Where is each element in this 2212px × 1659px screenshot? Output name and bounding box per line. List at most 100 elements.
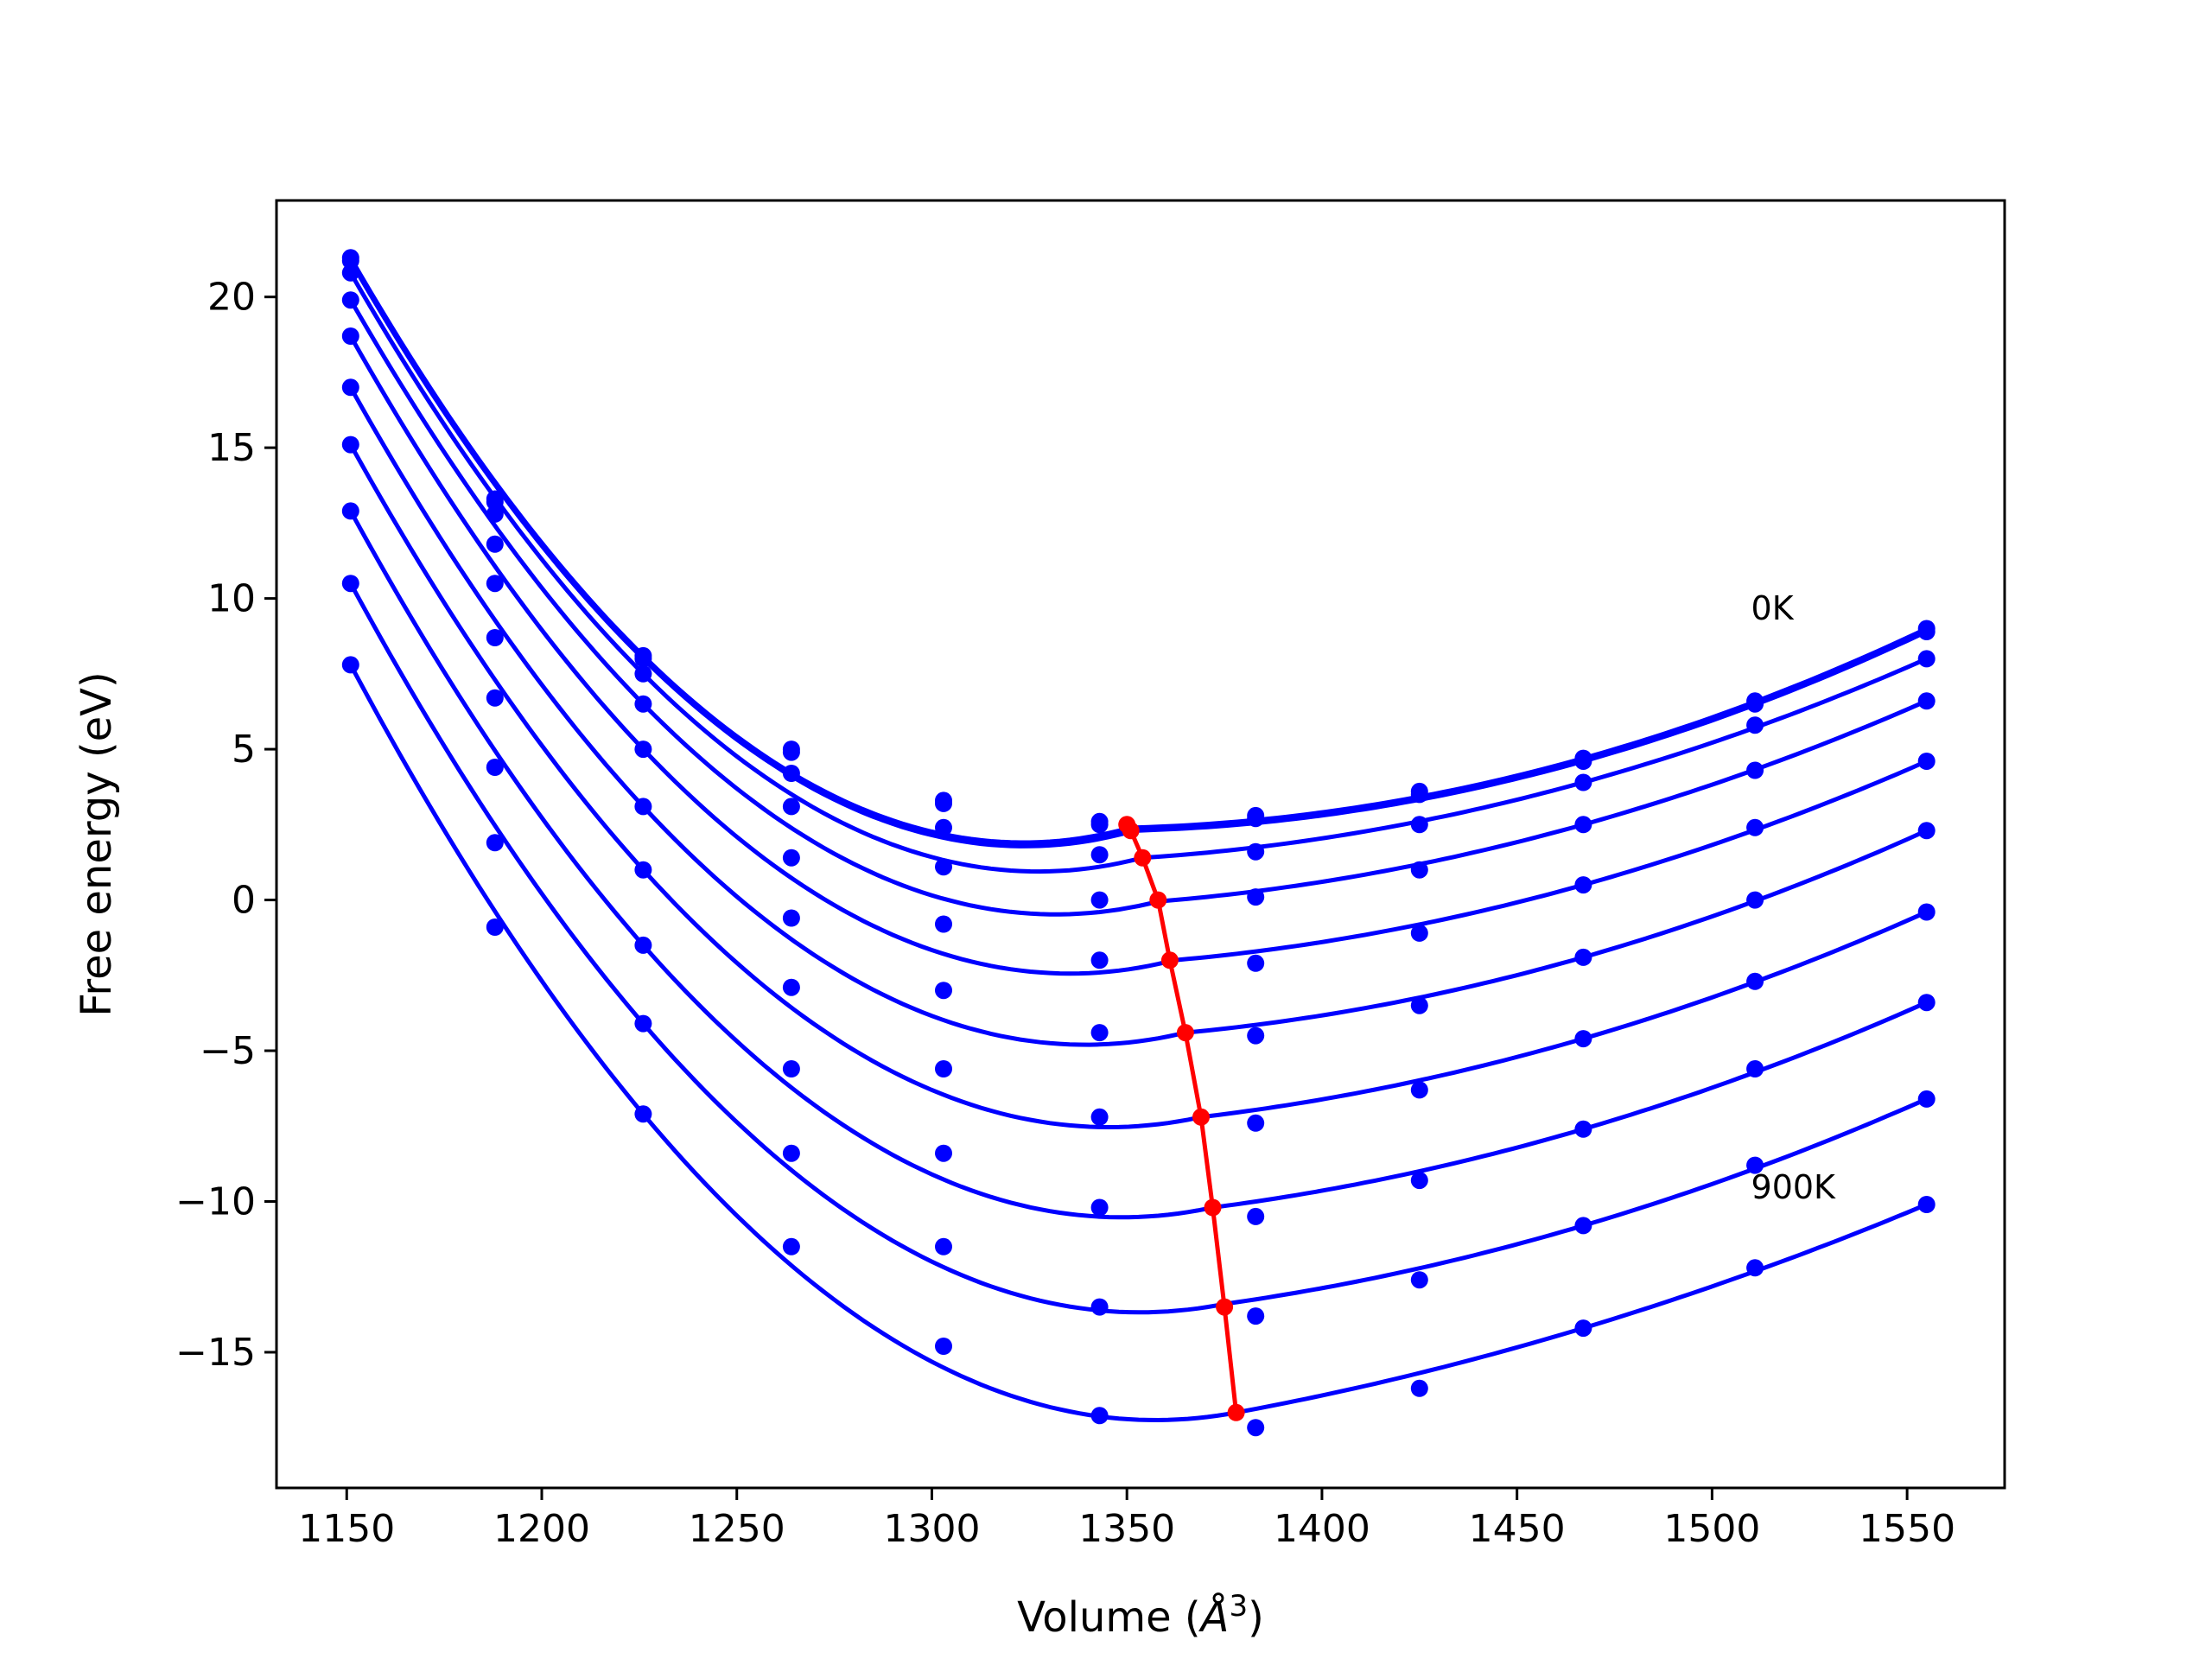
- data-point-9-1: [486, 918, 504, 936]
- data-point-9-2: [634, 1105, 652, 1123]
- data-point-8-5: [1090, 1298, 1109, 1316]
- annotations: 0K 900K: [1751, 589, 1837, 1206]
- x-tick-label-1300: 1300: [883, 1507, 980, 1551]
- data-point-2-3: [782, 765, 800, 782]
- data-point-2-6: [1247, 842, 1265, 861]
- y-axis: −15 −10 −5 0 5 10 15 20: [175, 276, 276, 1375]
- data-point-5-6: [1247, 1027, 1265, 1045]
- data-point-9-7: [1410, 1379, 1428, 1397]
- data-point-1-7: [1410, 785, 1428, 804]
- fit-curve-7: [348, 510, 1928, 1220]
- minimum-point-9: [1227, 1403, 1245, 1421]
- x-axis-title: Volume (Å3): [1017, 1589, 1264, 1642]
- minimum-point-3: [1149, 891, 1167, 909]
- data-point-2-8: [1574, 773, 1592, 791]
- data-point-6-2: [634, 861, 652, 879]
- data-point-9-6: [1247, 1419, 1265, 1437]
- fit-curve-3: [348, 298, 1928, 917]
- y-tick-label-20: 20: [207, 276, 256, 320]
- data-point-4-7: [1410, 924, 1428, 942]
- annotation-0: 0K: [1751, 589, 1795, 627]
- data-point-2-4: [935, 818, 952, 836]
- data-point-5-9: [1746, 891, 1764, 909]
- data-point-8-9: [1746, 1156, 1764, 1174]
- fit-curve-8: [348, 582, 1928, 1315]
- minima-line: [1125, 823, 1239, 1414]
- y-tick-label--10: −10: [175, 1180, 256, 1224]
- data-point-1-9: [1746, 695, 1764, 713]
- data-point-8-0: [341, 575, 359, 593]
- minimum-point-7: [1204, 1198, 1222, 1217]
- data-point-4-8: [1574, 876, 1592, 894]
- annotation-1: 900K: [1751, 1168, 1837, 1206]
- data-point-1-3: [782, 743, 800, 761]
- data-point-3-0: [341, 291, 359, 309]
- data-point-1-6: [1247, 810, 1265, 828]
- data-point-3-9: [1746, 761, 1764, 779]
- fit-curve-9: [348, 664, 1928, 1423]
- data-point-9-10: [1917, 1196, 1936, 1213]
- data-point-6-8: [1574, 1030, 1592, 1048]
- plot-frame: [275, 199, 2006, 1490]
- y-tick-label--5: −5: [200, 1029, 256, 1073]
- data-point-8-8: [1574, 1217, 1592, 1235]
- minimum-point-4: [1160, 951, 1179, 969]
- minimum-point-2: [1134, 849, 1152, 867]
- data-point-7-3: [782, 1060, 800, 1077]
- data-point-4-1: [486, 575, 504, 593]
- data-point-9-0: [341, 656, 359, 674]
- fit-curve-4: [348, 334, 1928, 976]
- data-point-8-1: [486, 834, 504, 852]
- data-point-1-0: [341, 251, 359, 270]
- fit-curve-5: [348, 386, 1928, 1047]
- data-point-5-2: [634, 798, 652, 816]
- data-point-1-4: [935, 794, 952, 812]
- y-tick-label-10: 10: [207, 577, 256, 621]
- data-point-4-9: [1746, 818, 1764, 836]
- data-point-6-7: [1410, 1081, 1428, 1099]
- data-point-8-2: [634, 1014, 652, 1033]
- data-point-8-6: [1247, 1307, 1265, 1325]
- data-point-2-0: [341, 264, 359, 282]
- y-axis-title: Free energy (eV): [73, 671, 121, 1016]
- data-point-7-5: [1090, 1198, 1109, 1217]
- data-point-6-5: [1090, 1108, 1109, 1126]
- x-tick-label-1200: 1200: [493, 1507, 590, 1551]
- data-point-4-0: [341, 327, 359, 345]
- data-point-6-10: [1917, 903, 1936, 921]
- minimum-point-1: [1122, 822, 1140, 840]
- data-point-3-1: [486, 535, 504, 553]
- data-point-1-2: [634, 650, 652, 668]
- x-tick-label-1550: 1550: [1859, 1507, 1955, 1551]
- data-point-3-3: [782, 798, 800, 816]
- data-point-2-10: [1917, 650, 1936, 668]
- data-point-7-4: [935, 1144, 952, 1162]
- y-tick-label-0: 0: [232, 879, 256, 923]
- x-tick-label-1500: 1500: [1663, 1507, 1760, 1551]
- x-tick-label-1450: 1450: [1469, 1507, 1566, 1551]
- data-point-4-5: [1090, 951, 1109, 969]
- data-point-4-6: [1247, 954, 1265, 972]
- data-point-9-4: [935, 1338, 952, 1355]
- data-point-7-6: [1247, 1207, 1265, 1225]
- data-point-6-6: [1247, 1114, 1265, 1132]
- minimum-point-6: [1192, 1108, 1210, 1126]
- data-point-7-2: [634, 936, 652, 954]
- data-point-3-2: [634, 695, 652, 713]
- data-point-8-4: [935, 1237, 952, 1255]
- data-point-3-4: [935, 858, 952, 876]
- data-point-5-1: [486, 629, 504, 646]
- data-point-7-0: [341, 502, 359, 520]
- data-point-5-10: [1917, 822, 1936, 840]
- fit-curve-6: [348, 443, 1928, 1130]
- data-point-9-9: [1746, 1259, 1764, 1277]
- data-point-8-3: [782, 1144, 800, 1162]
- data-point-6-0: [341, 435, 359, 454]
- data-point-2-5: [1090, 846, 1109, 864]
- x-tick-label-1150: 1150: [298, 1507, 395, 1551]
- data-point-8-7: [1410, 1271, 1428, 1289]
- data-point-8-10: [1917, 1090, 1936, 1108]
- data-point-2-7: [1410, 816, 1428, 834]
- data-point-9-8: [1574, 1319, 1592, 1338]
- data-point-7-7: [1410, 1172, 1428, 1190]
